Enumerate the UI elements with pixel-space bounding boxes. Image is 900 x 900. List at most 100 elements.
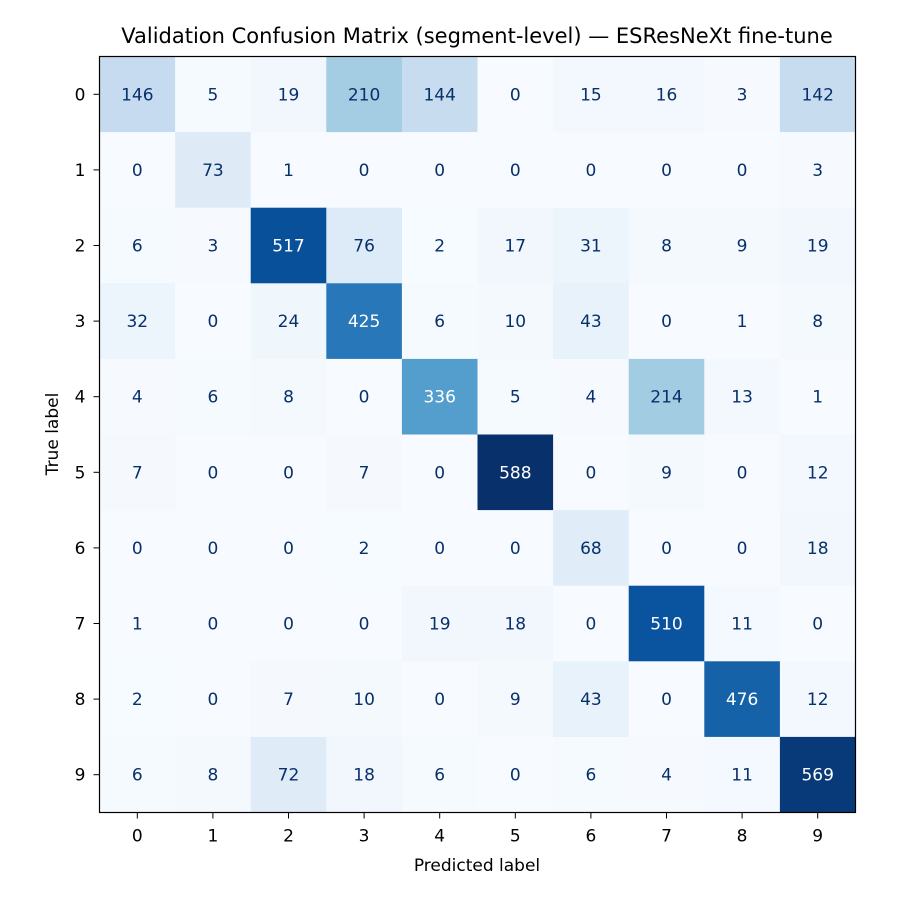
cell-value-label-r7-c8: 11: [731, 615, 753, 635]
cell-value-label-r2-c9: 19: [807, 237, 829, 257]
cell-value-label-r2-c6: 31: [580, 237, 602, 257]
cell-value-label-r8-c7: 0: [661, 690, 672, 710]
cell-value-label-r3-c6: 43: [580, 312, 602, 332]
cell-value-label-r5-c2: 0: [283, 463, 294, 483]
heatmap-cell-r2-c3: [326, 207, 403, 284]
x-tick-label-5: 5: [510, 827, 521, 847]
cell-value-label-r8-c2: 7: [283, 690, 294, 710]
heatmap-cell-r9-c2: [250, 736, 327, 813]
cell-value-label-r1-c6: 0: [585, 161, 596, 181]
heatmap-cell-r1-c0: [99, 132, 176, 209]
heatmap-cell-r5-c3: [326, 434, 403, 511]
cell-value-label-r1-c3: 0: [359, 161, 370, 181]
heatmap-cell-r2-c8: [704, 207, 781, 284]
y-tick-label-4: 4: [75, 388, 86, 408]
cell-value-label-r6-c6: 68: [580, 539, 602, 559]
heatmap-cell-r1-c3: [326, 132, 403, 209]
cell-value-label-r2-c5: 17: [504, 237, 526, 257]
heatmap-cell-r4-c0: [99, 358, 176, 435]
heatmap-cell-r0-c5: [477, 56, 554, 133]
heatmap-cell-r9-c5: [477, 736, 554, 813]
heatmap-cell-r5-c2: [250, 434, 327, 511]
heatmap-cell-r1-c9: [779, 132, 856, 209]
heatmap-cell-r4-c4: [401, 358, 478, 435]
x-axis-ticks: 0 1 2 3 4 5 6 7 8 9: [132, 812, 823, 847]
cell-value-label-r7-c5: 18: [504, 615, 526, 635]
cell-value-label-r9-c5: 0: [510, 766, 521, 786]
heatmap-cell-r3-c6: [553, 283, 630, 360]
cell-value-label-r9-c8: 11: [731, 766, 753, 786]
cell-value-label-r7-c9: 0: [812, 615, 823, 635]
cell-value-label-r0-c6: 15: [580, 85, 602, 105]
heatmap-cell-r5-c6: [553, 434, 630, 511]
cell-value-label-r9-c9: 569: [801, 766, 833, 786]
cell-value-label-r4-c7: 214: [650, 388, 682, 408]
cell-value-label-r1-c8: 0: [737, 161, 748, 181]
cell-value-label-r5-c3: 7: [359, 463, 370, 483]
heatmap-cell-r6-c9: [779, 510, 856, 587]
cell-value-label-r3-c3: 425: [348, 312, 380, 332]
cell-value-label-r4-c0: 4: [132, 388, 143, 408]
heatmap-cell-r3-c4: [401, 283, 478, 360]
cell-value-label-r7-c2: 0: [283, 615, 294, 635]
heatmap-cell-r1-c2: [250, 132, 327, 209]
heatmap-cell-r0-c8: [704, 56, 781, 133]
heatmap-cell-r3-c9: [779, 283, 856, 360]
heatmap-cell-r9-c7: [628, 736, 705, 813]
heatmap-cell-r1-c7: [628, 132, 705, 209]
cell-value-label-r4-c8: 13: [731, 388, 753, 408]
heatmap-cell-r0-c6: [553, 56, 630, 133]
heatmap-cell-r2-c6: [553, 207, 630, 284]
cell-value-label-r5-c4: 0: [434, 463, 445, 483]
heatmap-cell-r1-c5: [477, 132, 554, 209]
cell-value-label-r4-c6: 4: [585, 388, 596, 408]
heatmap-cell-r7-c6: [553, 585, 630, 662]
heatmap-cell-r4-c6: [553, 358, 630, 435]
heatmap-cell-r8-c5: [477, 661, 554, 738]
cell-value-label-r1-c4: 0: [434, 161, 445, 181]
cell-value-label-r9-c0: 6: [132, 766, 143, 786]
heatmap-cell-r8-c7: [628, 661, 705, 738]
cell-value-label-r5-c6: 0: [585, 463, 596, 483]
heatmap-cell-r8-c8: [704, 661, 781, 738]
heatmap-cell-r4-c8: [704, 358, 781, 435]
heatmap-cell-r8-c1: [175, 661, 252, 738]
cell-value-label-r6-c7: 0: [661, 539, 672, 559]
heatmap-cell-r2-c4: [401, 207, 478, 284]
heatmap-cell-r8-c0: [99, 661, 176, 738]
cell-value-label-r3-c8: 1: [737, 312, 748, 332]
heatmap-cell-r7-c3: [326, 585, 403, 662]
cell-value-label-r8-c9: 12: [807, 690, 829, 710]
cell-value-label-r3-c5: 10: [504, 312, 526, 332]
cell-value-label-r4-c1: 6: [207, 388, 218, 408]
y-tick-label-5: 5: [75, 463, 86, 483]
cell-value-label-r7-c1: 0: [207, 615, 218, 635]
heatmap-cell-r4-c3: [326, 358, 403, 435]
cell-value-label-r5-c7: 9: [661, 463, 672, 483]
cell-value-label-r9-c2: 72: [278, 766, 300, 786]
cell-value-label-r0-c0: 146: [121, 85, 153, 105]
cell-value-label-r9-c6: 6: [585, 766, 596, 786]
cell-value-label-r9-c7: 4: [661, 766, 672, 786]
cell-value-label-r3-c9: 8: [812, 312, 823, 332]
cell-value-label-r0-c9: 142: [801, 85, 833, 105]
heatmap-cell-r0-c1: [175, 56, 252, 133]
heatmap-cell-r6-c4: [401, 510, 478, 587]
heatmap-cell-r4-c7: [628, 358, 705, 435]
x-tick-label-2: 2: [283, 827, 294, 847]
cell-value-label-r5-c0: 7: [132, 463, 143, 483]
y-axis-label: True label: [43, 393, 63, 477]
cell-value-label-r0-c1: 5: [207, 85, 218, 105]
plot-frame: [98, 55, 857, 814]
heatmap-cell-r9-c6: [553, 736, 630, 813]
heatmap-cell-r8-c3: [326, 661, 403, 738]
heatmap-cell-r5-c0: [99, 434, 176, 511]
heatmap-cell-r5-c9: [779, 434, 856, 511]
cell-value-label-r3-c0: 32: [126, 312, 148, 332]
cell-value-label-r6-c9: 18: [807, 539, 829, 559]
cell-value-label-r9-c4: 6: [434, 766, 445, 786]
heatmap-cell-r6-c0: [99, 510, 176, 587]
cell-value-label-r2-c1: 3: [207, 237, 218, 257]
heatmap-cell-r0-c2: [250, 56, 327, 133]
cell-value-label-r8-c3: 10: [353, 690, 375, 710]
